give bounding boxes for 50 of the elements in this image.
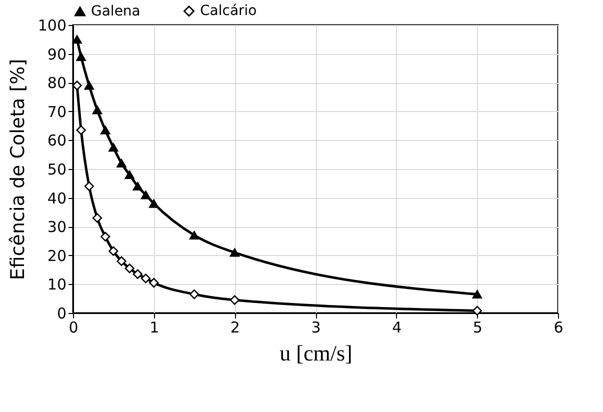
y-tick-label: 100 (38, 16, 66, 34)
y-axis-title: Eficência de Coleta [%] (6, 58, 29, 280)
point (72, 80, 82, 90)
legend-label: Galena (91, 3, 140, 20)
point (72, 35, 82, 44)
x-tick-label: 6 (554, 318, 564, 336)
point (472, 290, 482, 299)
point (76, 125, 86, 135)
point (76, 52, 86, 61)
y-tick-label: 50 (47, 160, 66, 178)
x-tick-label: 4 (392, 318, 402, 336)
point (230, 248, 240, 257)
y-tick-label: 70 (47, 102, 66, 121)
x-tick-label: 0 (68, 318, 78, 336)
x-axis-title: u [cm/s] (280, 340, 352, 366)
point (132, 182, 142, 191)
y-tick-label: 10 (47, 276, 66, 294)
y-tick-label: 90 (47, 45, 66, 64)
y-tick-label: 80 (47, 74, 66, 92)
point (92, 106, 102, 114)
y-tick-label: 20 (47, 246, 66, 265)
x-tick-label: 5 (472, 318, 482, 336)
point (92, 213, 102, 223)
x-tick-label: 1 (150, 318, 160, 336)
point (189, 289, 200, 300)
point (472, 306, 482, 316)
x-tick-label: 2 (230, 318, 240, 336)
point (132, 269, 142, 279)
point (100, 126, 110, 134)
point (100, 232, 110, 242)
point (230, 295, 240, 305)
y-tick-label: 40 (47, 189, 66, 208)
y-tick-label: 30 (47, 218, 66, 236)
point (108, 143, 118, 152)
point (140, 190, 151, 200)
point (149, 199, 159, 208)
y-tick-label: 60 (47, 132, 66, 150)
point (116, 256, 126, 266)
point (84, 81, 94, 90)
point (124, 264, 134, 274)
point (124, 170, 134, 180)
point (149, 278, 159, 288)
point (189, 230, 200, 240)
point (84, 181, 94, 192)
y-tick-label: 0 (56, 304, 66, 322)
x-tick-label: 3 (311, 318, 321, 336)
point (140, 274, 151, 284)
legend-label: Calcário (200, 3, 257, 20)
point (108, 246, 118, 256)
point (116, 158, 126, 168)
